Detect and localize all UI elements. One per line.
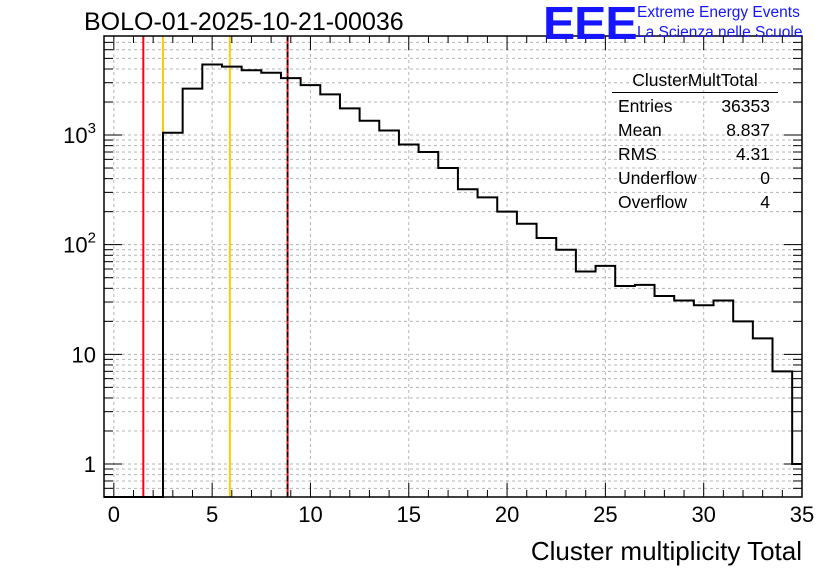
histogram-bin xyxy=(655,296,675,497)
histogram-bin xyxy=(615,286,635,497)
histogram-bin xyxy=(576,271,596,497)
stats-value: 8.837 xyxy=(726,120,770,140)
stats-label: Entries xyxy=(618,96,673,116)
stats-row-underflow: Underflow 0 xyxy=(612,166,778,190)
histogram-bin xyxy=(202,64,222,497)
stats-title: ClusterMultTotal xyxy=(612,70,778,93)
stats-label: Overflow xyxy=(618,192,688,212)
histogram-bin xyxy=(517,224,537,497)
x-tick-label: 10 xyxy=(298,502,322,527)
x-tick-label: 15 xyxy=(397,502,421,527)
x-axis-label: Cluster multiplicity Total xyxy=(531,536,802,566)
stats-label: Underflow xyxy=(618,168,697,188)
x-tick-label: 20 xyxy=(495,502,519,527)
histogram-bin xyxy=(773,371,793,497)
logo-line-2: La Scienza nelle Scuole xyxy=(637,24,803,41)
y-tick-label: 102 xyxy=(63,230,96,258)
histogram-bin xyxy=(399,144,419,497)
stats-value: 4 xyxy=(760,192,770,212)
histogram-bin xyxy=(163,133,183,497)
histogram-bin xyxy=(301,85,321,497)
histogram-bin xyxy=(360,121,380,497)
histogram-bin xyxy=(261,73,281,497)
logo-line-1: Extreme Energy Events xyxy=(637,4,800,21)
x-tick-label: 25 xyxy=(593,502,617,527)
histogram-bin xyxy=(340,108,360,497)
histogram-bin xyxy=(753,338,773,497)
stats-box: ClusterMultTotal Entries 36353 Mean 8.83… xyxy=(612,70,778,214)
stats-label: RMS xyxy=(618,144,657,164)
histogram-bin xyxy=(419,152,439,497)
histogram-bin xyxy=(320,94,340,497)
histogram-bin xyxy=(497,212,517,497)
y-tick-label: 1 xyxy=(84,452,96,477)
histogram-outline xyxy=(104,63,802,498)
histogram-bin xyxy=(556,250,576,497)
stats-row-rms: RMS 4.31 xyxy=(612,142,778,166)
stats-row-overflow: Overflow 4 xyxy=(612,190,778,214)
histogram-bin xyxy=(674,300,694,497)
histogram-bin xyxy=(183,89,203,497)
stats-value: 4.31 xyxy=(735,144,770,164)
histogram-bin xyxy=(222,67,242,497)
histogram-bin xyxy=(596,266,616,497)
histogram-bin xyxy=(242,70,262,497)
chart-title: BOLO-01-2025-10-21-00036 xyxy=(84,8,404,36)
axis-ticks xyxy=(104,35,803,498)
histogram-bin xyxy=(635,285,655,497)
histogram-series xyxy=(104,63,802,498)
histogram-bin xyxy=(438,168,458,497)
histogram-bin xyxy=(281,78,301,497)
histogram-bin xyxy=(714,300,734,497)
x-tick-label: 5 xyxy=(206,502,218,527)
plot-frame xyxy=(103,35,803,498)
histogram-bin xyxy=(537,238,557,497)
stats-row-entries: Entries 36353 xyxy=(612,94,778,118)
x-tick-label: 30 xyxy=(691,502,715,527)
stats-label: Mean xyxy=(618,120,662,140)
y-tick-label: 103 xyxy=(63,120,96,148)
eee-logo: EEE xyxy=(543,0,638,49)
histogram-bin xyxy=(694,305,714,497)
y-tick-label: 10 xyxy=(72,342,96,367)
stats-value: 36353 xyxy=(721,96,770,116)
histogram-bin xyxy=(379,130,399,497)
stats-value: 0 xyxy=(760,168,770,188)
x-tick-label: 0 xyxy=(108,502,120,527)
x-tick-label: 35 xyxy=(790,502,814,527)
axis-labels: 0 5 10 15 20 25 30 35 1 10 102 103 Cluster multiplic… xyxy=(63,120,814,566)
stats-row-mean: Mean 8.837 xyxy=(612,118,778,142)
histogram-bin xyxy=(458,189,478,497)
histogram-bin xyxy=(478,197,498,497)
histogram-bin xyxy=(733,321,753,497)
